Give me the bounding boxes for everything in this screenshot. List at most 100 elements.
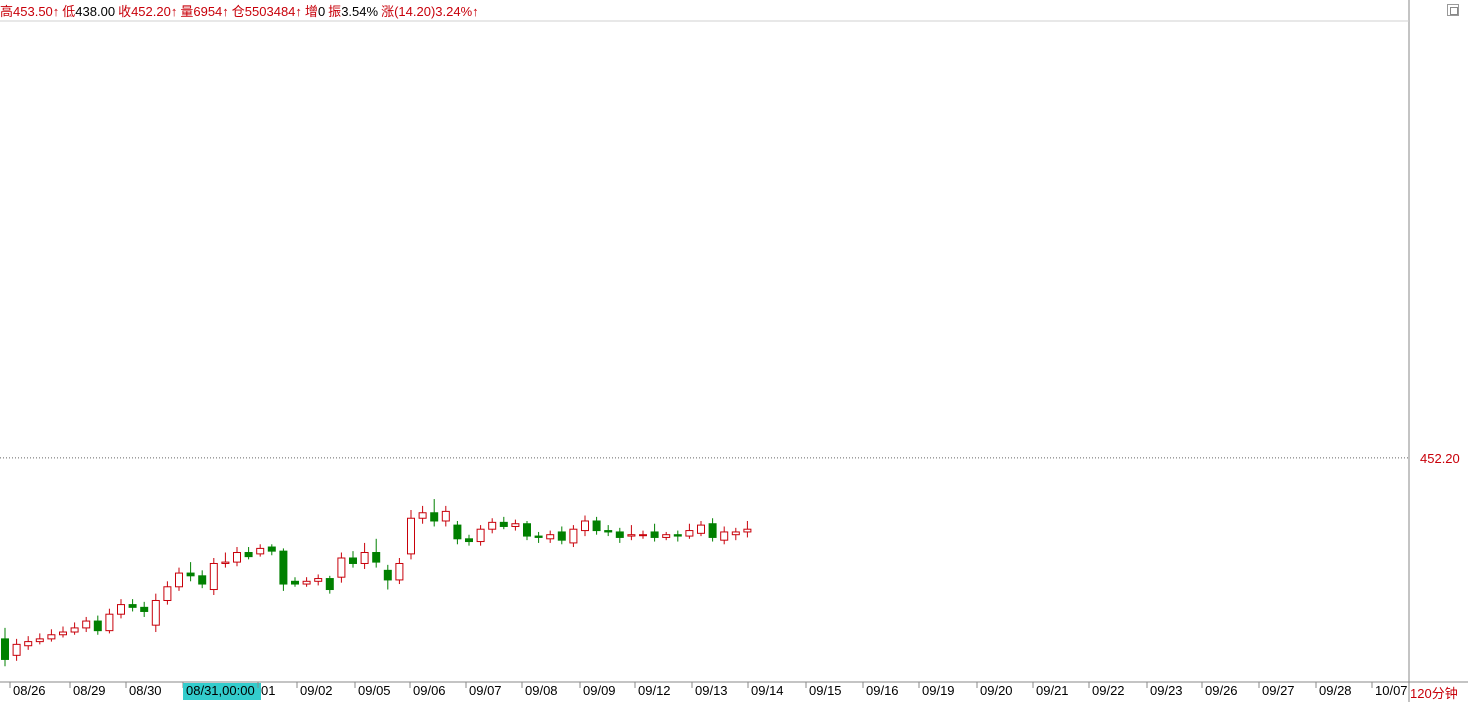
- date-axis: 08/26 08/29 08/30 08/31,00:00 01 09/02 09/05 09…: [9, 682, 1408, 700]
- date-tick-label: 09/14: [751, 683, 784, 698]
- info-value: 452.20↑: [131, 4, 178, 19]
- candle-body: [175, 572, 183, 588]
- date-tick-label: 10/07: [1375, 683, 1408, 698]
- date-tick-label: 09/19: [922, 683, 955, 698]
- date-tick-label: 09/15: [809, 683, 842, 698]
- date-tick-label: 08/31,00:00: [186, 683, 255, 698]
- candle-body: [117, 604, 125, 615]
- candle-body: [546, 534, 555, 540]
- candle-body: [221, 561, 230, 564]
- candle-body: [430, 512, 439, 522]
- candle-body: [12, 643, 21, 656]
- candle-body: [581, 520, 589, 532]
- info-item: 低438.00: [62, 4, 115, 19]
- quote-info-bar: 高453.50↑ 低438.00 收452.20↑ 量6954↑ 仓5503484↑ 增0…: [0, 3, 482, 21]
- date-tick-label: 09/05: [358, 683, 391, 698]
- candle-body: [360, 552, 369, 564]
- candle-body: [523, 523, 531, 537]
- candle-body: [233, 552, 241, 563]
- candle-body: [685, 530, 694, 537]
- date-tick-label: 09/28: [1319, 683, 1352, 698]
- cursor-date-highlight: [183, 683, 261, 700]
- candle-body: [256, 547, 265, 555]
- period-label[interactable]: 120分钟: [1410, 686, 1458, 701]
- candle-body: [395, 562, 404, 581]
- candle-body: [186, 572, 195, 577]
- maximize-icon[interactable]: [1447, 4, 1459, 16]
- info-value: 438.00: [75, 4, 116, 19]
- info-value: 5503484↑: [244, 4, 302, 19]
- candle-body: [407, 517, 415, 555]
- candle-body: [673, 534, 682, 537]
- info-value: 3.54%: [341, 4, 379, 19]
- date-tick-label: 09/22: [1092, 683, 1125, 698]
- candle-body: [697, 524, 705, 534]
- date-tick-label: 09/16: [866, 683, 899, 698]
- candle-body: [47, 634, 56, 640]
- date-tick-label: 08/26: [13, 683, 46, 698]
- info-item: 量6954↑: [180, 4, 228, 19]
- candle-body: [639, 534, 647, 537]
- candle-body: [105, 613, 114, 632]
- info-label: 收: [118, 4, 132, 19]
- info-item: 收452.20↑: [118, 4, 177, 19]
- date-tick-label: 08/29: [73, 683, 106, 698]
- candle-body: [314, 578, 323, 582]
- candle-body: [302, 580, 311, 585]
- candle-body: [93, 620, 102, 632]
- candle-body: [441, 510, 450, 522]
- candle-body: [720, 531, 729, 541]
- candle-body: [244, 552, 253, 558]
- candle-body: [291, 580, 299, 585]
- date-tick-label: 09/09: [583, 683, 616, 698]
- candle-body: [70, 627, 79, 633]
- info-item: 仓5503484↑: [232, 4, 302, 19]
- candle-body: [534, 535, 543, 538]
- date-tick-label: 09/21: [1036, 683, 1069, 698]
- info-value: (14.20)3.24%↑: [394, 4, 479, 19]
- info-label: 振: [328, 4, 342, 19]
- date-tick-label: 01: [261, 683, 275, 698]
- candle-body: [499, 521, 508, 527]
- info-label: 仓: [231, 4, 245, 19]
- close-price-label: 452.20: [1420, 451, 1460, 466]
- candle-body: [82, 620, 91, 629]
- candle-body: [349, 557, 357, 564]
- candle-body: [476, 528, 485, 543]
- info-label: 高: [0, 4, 14, 19]
- candle-body: [198, 575, 207, 585]
- candle-body: [731, 531, 740, 536]
- info-value: 453.50↑: [13, 4, 60, 19]
- candle-body: [325, 578, 334, 591]
- candle-body: [163, 586, 172, 601]
- candle-body: [209, 562, 218, 591]
- candle-body: [453, 524, 462, 540]
- candle-body: [662, 534, 671, 538]
- overlays: 452.20: [0, 451, 1460, 466]
- date-tick-label: 09/07: [469, 683, 502, 698]
- date-tick-label: 09/27: [1262, 683, 1295, 698]
- info-label: 量: [180, 4, 194, 19]
- info-value: 6954↑: [193, 4, 229, 19]
- info-value: 0: [317, 4, 326, 19]
- candle-body: [604, 530, 613, 533]
- candle-body: [557, 531, 566, 541]
- candle-body: [488, 521, 497, 530]
- date-tick-label: 09/13: [695, 683, 728, 698]
- candle-body: [1, 638, 9, 660]
- info-item: 高453.50↑: [0, 4, 59, 19]
- candle-body: [279, 550, 288, 585]
- date-tick-label: 09/06: [413, 683, 446, 698]
- candle-body: [615, 531, 624, 538]
- info-label: 增: [304, 4, 318, 19]
- date-tick-label: 09/20: [980, 683, 1013, 698]
- candle-body: [418, 512, 427, 519]
- candles: [1, 499, 752, 667]
- candle-body: [383, 569, 392, 581]
- date-tick-label: 08/30: [129, 683, 162, 698]
- date-tick-label: 09/08: [525, 683, 558, 698]
- candle-body: [743, 528, 752, 533]
- candle-body: [128, 604, 137, 608]
